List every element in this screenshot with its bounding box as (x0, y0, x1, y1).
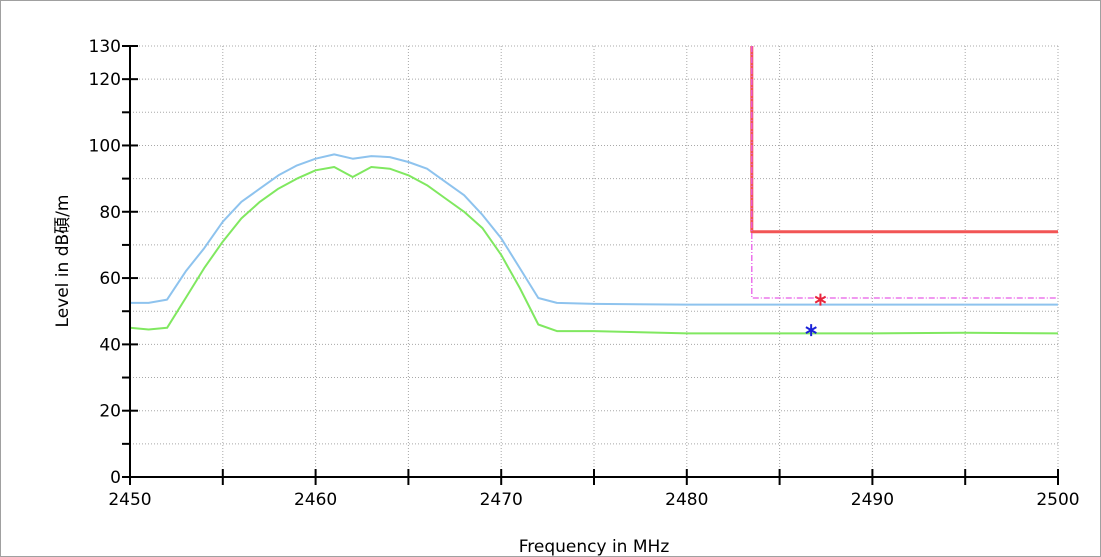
series-line-4 (751, 46, 1058, 299)
x-tick-label: 2470 (480, 490, 523, 510)
marker-2 (805, 324, 817, 337)
y-tick-label: 120 (89, 70, 121, 90)
y-tick-label: 80 (99, 203, 121, 223)
y-tick-label: 20 (99, 402, 121, 422)
y-tick-label: 130 (89, 37, 121, 57)
y-tick-label: 100 (89, 136, 121, 156)
y-axis-title: Level in dB碩/m (53, 195, 73, 328)
y-tick-label: 0 (110, 468, 121, 488)
marker-1 (814, 293, 827, 306)
x-tick-label: 2490 (851, 490, 894, 510)
x-axis-title: Frequency in MHz (519, 537, 670, 556)
marker-stroke (805, 326, 817, 334)
x-tick-label: 2450 (108, 490, 151, 510)
y-tick-label: 40 (99, 335, 121, 355)
marker-stroke (814, 295, 827, 304)
x-tick-label: 2480 (665, 490, 708, 510)
series-line-3 (750, 46, 1058, 234)
y-tick-label: 60 (99, 269, 121, 289)
series-line-2 (129, 166, 1059, 335)
series-line-1 (130, 153, 1058, 306)
x-tick-label: 2460 (294, 490, 337, 510)
x-tick-label: 2500 (1036, 490, 1079, 510)
